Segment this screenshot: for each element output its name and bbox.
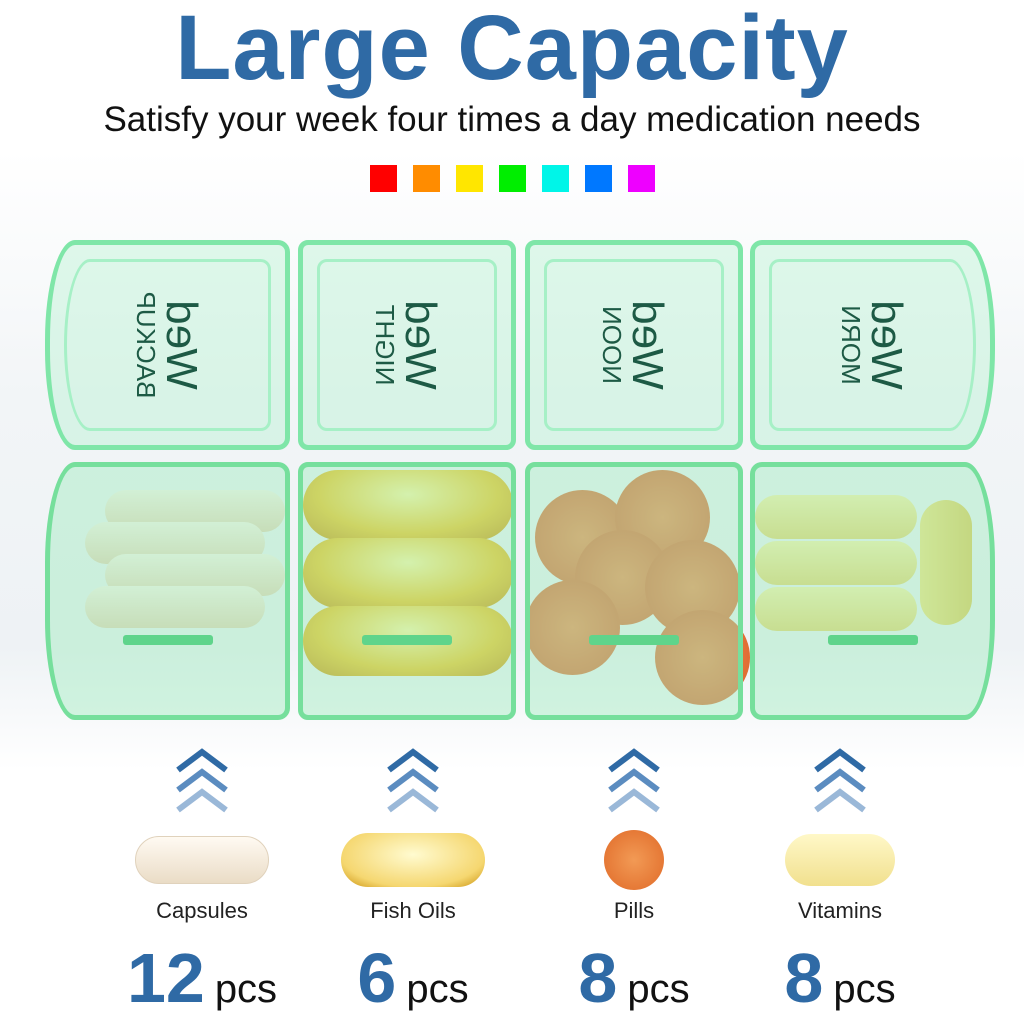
lid-frame bbox=[769, 259, 976, 431]
pill-icon bbox=[604, 830, 664, 890]
fish-oil-icon bbox=[341, 833, 485, 887]
vitamin bbox=[755, 587, 917, 631]
count-unit: pcs bbox=[214, 967, 278, 1011]
item-name: Fish Oils bbox=[370, 898, 456, 923]
item-count: 8 pcs bbox=[720, 938, 960, 1018]
compartment bbox=[525, 462, 743, 720]
item-name: Pills bbox=[613, 898, 655, 923]
day-label: Wed bbox=[623, 300, 672, 390]
lid-frame bbox=[317, 259, 497, 431]
fish-oil bbox=[303, 538, 513, 608]
vitamin bbox=[755, 541, 917, 585]
compartment-lid[interactable]: Wed NOON bbox=[525, 240, 743, 450]
count-number: 6 bbox=[357, 939, 397, 1017]
lid-label: Wed NOON bbox=[597, 300, 672, 390]
subtitle: Satisfy your week four times a day medic… bbox=[103, 100, 921, 139]
compartment bbox=[750, 462, 995, 720]
compartment-tab bbox=[362, 635, 452, 645]
time-label: NOON bbox=[597, 306, 627, 384]
compartment-tab bbox=[122, 635, 213, 645]
item-count: 6 pcs bbox=[293, 938, 533, 1018]
chevron-up-icon bbox=[176, 748, 228, 813]
count-number: 12 bbox=[126, 939, 205, 1017]
compartment-tab bbox=[589, 635, 679, 645]
item-name: Vitamins bbox=[798, 898, 882, 923]
compartment bbox=[298, 462, 516, 720]
count-unit: pcs bbox=[833, 967, 896, 1011]
swatch bbox=[370, 165, 397, 192]
swatch bbox=[585, 165, 612, 192]
compartment bbox=[45, 462, 290, 720]
count-unit: pcs bbox=[627, 967, 690, 1011]
pill bbox=[525, 580, 620, 675]
lid-label: Wed MORN bbox=[835, 300, 911, 390]
page-title: Large Capacity bbox=[175, 0, 849, 99]
compartment-lid[interactable]: Wed MORN bbox=[750, 240, 995, 450]
count-number: 8 bbox=[578, 939, 618, 1017]
fish-oil bbox=[303, 470, 513, 540]
lid-frame bbox=[64, 259, 271, 431]
swatch bbox=[413, 165, 440, 192]
day-label: Wed bbox=[156, 300, 206, 390]
item-name: Capsules bbox=[156, 898, 248, 923]
day-label: Wed bbox=[396, 300, 445, 390]
item-count: 12 pcs bbox=[82, 938, 322, 1018]
chevron-up-icon bbox=[387, 748, 439, 813]
time-label: BACKUP bbox=[130, 291, 161, 399]
chevron-up-icon bbox=[608, 748, 660, 813]
compartment-tab bbox=[827, 635, 918, 645]
swatch bbox=[628, 165, 655, 192]
lid-label: Wed NIGHT bbox=[370, 300, 445, 390]
chevron-up-icon bbox=[814, 748, 866, 813]
time-label: MORN bbox=[835, 305, 866, 385]
item-count: 8 pcs bbox=[514, 938, 754, 1018]
lid-label: Wed BACKUP bbox=[130, 291, 206, 399]
compartment-lid[interactable]: Wed NIGHT bbox=[298, 240, 516, 450]
swatch bbox=[499, 165, 526, 192]
capsule-icon bbox=[135, 836, 269, 884]
vitamin bbox=[920, 500, 972, 625]
count-number: 8 bbox=[784, 939, 824, 1017]
compartment-lid[interactable]: Wed BACKUP bbox=[45, 240, 290, 450]
day-label: Wed bbox=[861, 300, 911, 390]
color-swatches bbox=[370, 165, 655, 192]
count-unit: pcs bbox=[406, 967, 469, 1011]
swatch bbox=[456, 165, 483, 192]
swatch bbox=[542, 165, 569, 192]
vitamin bbox=[755, 495, 917, 539]
capsule bbox=[85, 586, 265, 628]
pill bbox=[655, 610, 750, 705]
time-label: NIGHT bbox=[370, 304, 400, 386]
lid-frame bbox=[544, 259, 724, 431]
vitamin-icon bbox=[785, 834, 895, 886]
